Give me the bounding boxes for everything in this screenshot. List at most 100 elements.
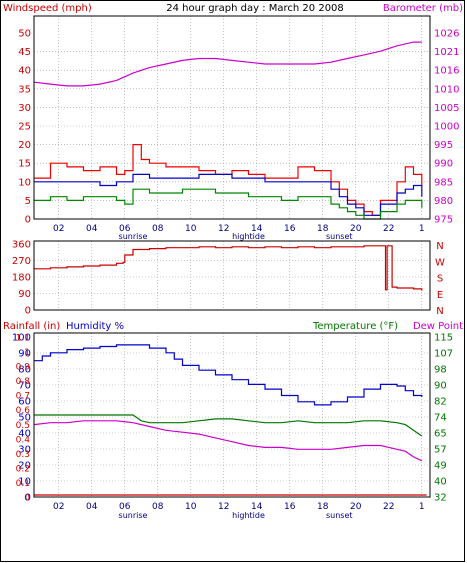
temperature-y-tick-label: 57: [434, 445, 447, 456]
wind-plot-frame: [33, 15, 431, 220]
temp-x-tick-label: 02: [53, 502, 64, 512]
barometer-y-tick-label: 1021: [434, 47, 459, 58]
series-line-avg: [34, 173, 423, 216]
barometer-y-tick-label: 1010: [434, 84, 459, 95]
wind-event-sunrise: sunrise: [119, 232, 148, 241]
windspeed-y-tick-label: 40: [18, 66, 31, 77]
temperature-y-tick-label: 49: [434, 461, 447, 472]
wind-x-tick-label: 16: [284, 224, 296, 234]
wind-x-tick-label: 02: [53, 224, 64, 234]
rainfall-y-tick-label: 0.1: [16, 479, 30, 489]
temp-x-tick-label: 20: [350, 502, 362, 512]
wind-x-tick-label: 20: [350, 224, 362, 234]
compass-label: N: [436, 241, 443, 252]
temperature-y-tick-label: 115: [434, 333, 453, 344]
temperature-y-tick-label: 74: [434, 413, 447, 424]
temp-x-tick-label: 22: [383, 502, 394, 512]
temperature-y-tick-label: 32: [434, 493, 447, 504]
temp-event-sunset: sunset: [326, 511, 353, 520]
barometer-y-tick-label: 975: [434, 215, 453, 226]
temperature-y-tick-label: 82: [434, 397, 447, 408]
compass-label: E: [437, 290, 443, 301]
rainfall-y-tick-label: 0.9: [16, 363, 31, 373]
humidity-y-tick-label: 80: [18, 365, 31, 376]
windspeed-y-tick-label: 10: [18, 177, 31, 188]
wind-event-hightide: hightide: [232, 232, 265, 241]
wind-x-tick-label: 08: [152, 224, 164, 234]
rainfall-y-tick-label: 0.7: [16, 392, 30, 402]
direction-y-tick-label: 0: [25, 306, 31, 317]
temp-x-tick-label: 1: [419, 502, 425, 512]
barometer-y-tick-label: 995: [434, 140, 453, 151]
direction-plot-frame: [33, 240, 431, 311]
barometer-axis-label: Barometer (mb): [383, 3, 463, 14]
humidity-y-tick-label: 20: [18, 461, 31, 472]
wind-event-sunset: sunset: [326, 232, 353, 241]
wind-x-tick-label: 22: [383, 224, 394, 234]
temp-event-sunrise: sunrise: [119, 511, 148, 520]
temperature-humidity-panel: 010203040506070809010000.10.20.30.40.50.…: [12, 332, 453, 520]
series-line-humidity: [34, 344, 423, 406]
series-line-temperature: [34, 414, 423, 437]
wind-panel: 0 5 10 15 20 25 30 35 40 45 50 975 980 985 990 995 1000 1…: [18, 15, 459, 241]
windspeed-y-tick-label: 35: [18, 84, 31, 95]
direction-y-tick-label: 360: [12, 240, 31, 251]
wind-x-tick-label: 04: [86, 224, 98, 234]
temperature-y-tick-label: 65: [434, 429, 447, 440]
humidity-y-tick-label: 70: [18, 381, 31, 392]
windspeed-y-tick-label: 15: [18, 159, 31, 170]
direction-y-tick-label: 180: [12, 273, 31, 284]
temperature-plot-frame: [33, 332, 431, 498]
barometer-y-tick-label: 980: [434, 196, 453, 207]
wind-x-tick-label: 06: [119, 224, 131, 234]
compass-label: S: [437, 274, 443, 285]
dewpoint-axis-label: Dew Point: [413, 321, 463, 332]
rainfall-y-tick-label: 0.8: [16, 377, 31, 387]
windspeed-y-tick-label: 20: [18, 140, 31, 151]
wind-x-tick-label: 14: [251, 224, 263, 234]
temperature-y-tick-label: 40: [434, 477, 447, 488]
temperature-y-tick-label: 98: [434, 365, 447, 376]
windspeed-y-tick-label: 5: [25, 196, 31, 207]
humidity-y-tick-label: 90: [18, 349, 31, 360]
wind-x-tick-label: 10: [185, 224, 197, 234]
humidity-y-tick-label: 10: [18, 477, 31, 488]
barometer-y-tick-label: 990: [434, 159, 453, 170]
compass-label: W: [435, 257, 445, 268]
windspeed-y-tick-label: 0: [25, 215, 31, 226]
temperature-y-tick-label: 107: [434, 349, 453, 360]
windspeed-y-tick-label: 30: [18, 103, 31, 114]
direction-y-tick-label: 90: [18, 289, 31, 300]
barometer-y-tick-label: 1016: [434, 66, 459, 77]
temp-x-tick-label: 08: [152, 502, 164, 512]
humidity-y-tick-label: 40: [18, 429, 31, 440]
temp-x-tick-label: 04: [86, 502, 98, 512]
chart-title: 24 hour graph day : March 20 2008: [166, 3, 344, 14]
wind-x-tick-label: 1: [419, 224, 425, 234]
temp-x-tick-label: 10: [185, 502, 197, 512]
windspeed-y-tick-label: 25: [18, 122, 31, 133]
series-line-wind_direction: [34, 245, 423, 291]
windspeed-axis-label: Windspeed (mph): [3, 3, 92, 14]
temp-x-tick-label: 18: [317, 502, 329, 512]
rainfall-y-tick-label: 1: [24, 348, 30, 358]
windspeed-y-tick-label: 45: [18, 47, 31, 58]
rainfall-axis-label: Rainfall (in): [3, 321, 60, 332]
barometer-y-tick-label: 1005: [434, 103, 459, 114]
series-line-dewpoint: [33, 420, 423, 462]
barometer-y-tick-label: 985: [434, 177, 453, 188]
series-line-barometer: [33, 41, 422, 87]
temp-x-tick-label: 16: [284, 502, 296, 512]
rainfall-y-tick-label: 0: [24, 494, 30, 504]
wind-plot-area: [34, 16, 430, 219]
humidity-y-tick-label: 60: [18, 397, 31, 408]
humidity-y-tick-label: 100: [12, 333, 31, 344]
rainfall-y-tick-label: 0.4: [16, 435, 31, 445]
windspeed-y-tick-label: 50: [18, 29, 31, 40]
temperature-axis-label: Temperature (°F): [312, 321, 398, 332]
wind-x-tick-label: 12: [218, 224, 229, 234]
temp-x-tick-label: 12: [218, 502, 229, 512]
rainfall-y-tick-label: 1.1: [16, 334, 30, 344]
